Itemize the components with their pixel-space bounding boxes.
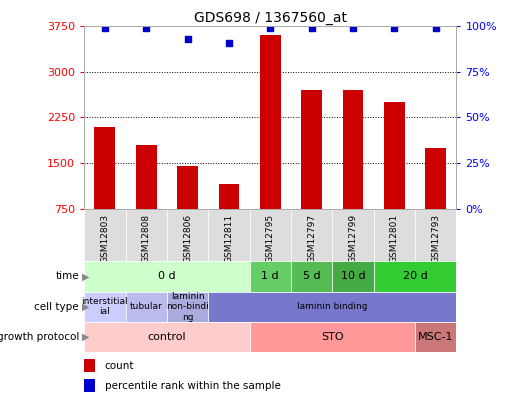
Bar (84, 322, 249, 352)
Text: GSM12811: GSM12811 (224, 214, 233, 263)
Text: 1 d: 1 d (261, 271, 278, 281)
Text: ▶: ▶ (81, 271, 89, 281)
Bar (218, 184, 239, 254)
Text: STO: STO (320, 332, 343, 342)
Point (389, 25, 398, 32)
Text: GSM12806: GSM12806 (183, 214, 192, 263)
Text: GSM12808: GSM12808 (142, 214, 150, 263)
Text: cell type: cell type (35, 302, 79, 312)
Point (348, 25, 356, 32)
Bar (166, 292, 208, 322)
Bar (84, 261, 249, 292)
Point (307, 25, 315, 32)
Text: 0 d: 0 d (158, 271, 176, 281)
Point (266, 25, 274, 32)
Text: GSM12801: GSM12801 (389, 214, 398, 263)
Bar (291, 261, 332, 292)
Bar (135, 145, 156, 254)
Bar (84, 359, 95, 373)
Text: control: control (147, 332, 186, 342)
Bar (125, 292, 166, 322)
Text: percentile rank within the sample: percentile rank within the sample (104, 381, 280, 391)
Bar (125, 209, 166, 261)
Point (101, 25, 109, 32)
Text: ▶: ▶ (81, 302, 89, 312)
Bar (260, 36, 280, 254)
Bar (373, 209, 414, 261)
Text: GSM12793: GSM12793 (431, 214, 439, 263)
Text: 5 d: 5 d (302, 271, 320, 281)
Text: GSM12803: GSM12803 (100, 214, 109, 263)
Bar (84, 292, 125, 322)
Text: count: count (104, 361, 134, 371)
Bar (332, 209, 373, 261)
Text: GSM12797: GSM12797 (306, 214, 316, 263)
Title: GDS698 / 1367560_at: GDS698 / 1367560_at (193, 11, 346, 25)
Text: tubular: tubular (130, 302, 162, 311)
Text: MSC-1: MSC-1 (417, 332, 453, 342)
Bar (249, 322, 414, 352)
Text: growth protocol: growth protocol (0, 332, 79, 342)
Text: interstitial
ial: interstitial ial (81, 297, 128, 316)
Bar (249, 261, 291, 292)
Bar (208, 292, 456, 322)
Bar (373, 261, 456, 292)
Text: GSM12795: GSM12795 (265, 214, 274, 263)
Point (142, 25, 150, 32)
Text: ▶: ▶ (81, 332, 89, 342)
Text: laminin
non-bindi
ng: laminin non-bindi ng (166, 292, 209, 322)
Text: GSM12799: GSM12799 (348, 214, 357, 263)
Bar (414, 209, 456, 261)
Bar (291, 209, 332, 261)
Text: time: time (55, 271, 79, 281)
Text: 20 d: 20 d (402, 271, 427, 281)
Point (183, 36, 191, 42)
Point (224, 39, 233, 46)
Bar (84, 379, 95, 392)
Bar (383, 102, 404, 254)
Point (431, 25, 439, 32)
Bar (84, 209, 125, 261)
Bar (342, 90, 363, 254)
Bar (414, 322, 456, 352)
Bar (94, 126, 115, 254)
Bar (208, 209, 249, 261)
Bar (166, 209, 208, 261)
Bar (177, 166, 197, 254)
Bar (249, 209, 291, 261)
Bar (425, 148, 445, 254)
Bar (301, 90, 321, 254)
Text: laminin binding: laminin binding (297, 302, 367, 311)
Bar (332, 261, 373, 292)
Text: 10 d: 10 d (340, 271, 364, 281)
